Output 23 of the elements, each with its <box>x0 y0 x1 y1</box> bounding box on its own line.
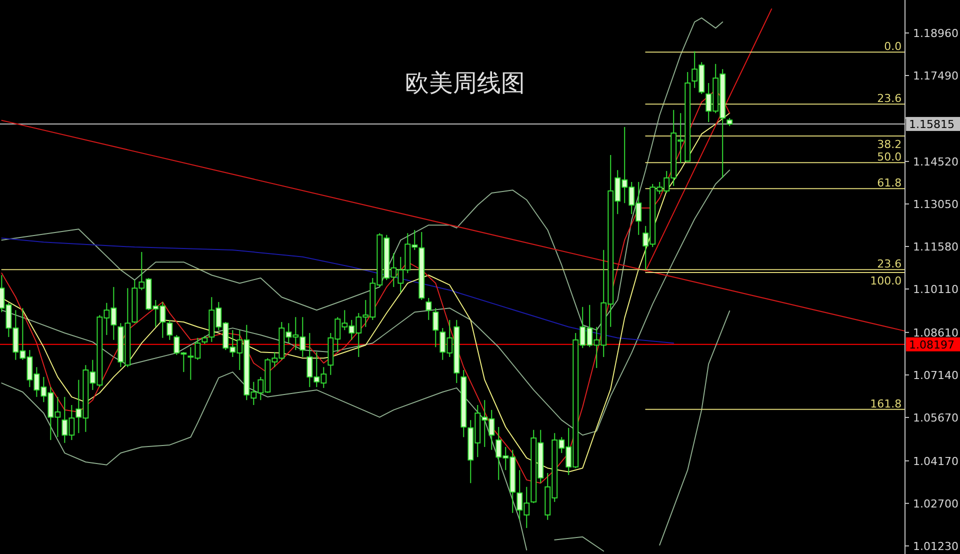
y-tick-label: 1.04170 <box>913 454 958 468</box>
y-tick-label: 1.02700 <box>913 497 958 510</box>
y-tick-label: 1.10110 <box>913 283 958 296</box>
y-tick-label: 1.18960 <box>913 26 958 40</box>
y-tick-label: 1.11580 <box>913 240 958 254</box>
series-label: 38.2 <box>877 138 902 151</box>
series-label: 100.0 <box>870 274 902 288</box>
series-label: 61.8 <box>877 176 902 190</box>
y-tick-label: 1.01230 <box>913 540 958 553</box>
y-tick-label: 1.13050 <box>913 198 958 211</box>
series-label: 0.0 <box>884 40 902 54</box>
text: 欧美周线图 <box>405 69 525 97</box>
y-tick-label: 1.17490 <box>913 70 958 83</box>
ref-line-label: 1.15815 <box>909 118 954 131</box>
y-tick-label: 1.07140 <box>913 368 958 382</box>
y-tick-label: 1.05670 <box>913 411 958 424</box>
y-tick-label: 1.14520 <box>913 155 958 168</box>
y-tick-label: 1.08610 <box>913 326 958 340</box>
series-label: 50.0 <box>877 150 902 164</box>
series-label: 23.6 <box>877 258 902 271</box>
ref-line-label: 1.08197 <box>909 338 954 352</box>
series-label: 161.8 <box>870 397 902 410</box>
series-label: 23.6 <box>877 92 902 106</box>
